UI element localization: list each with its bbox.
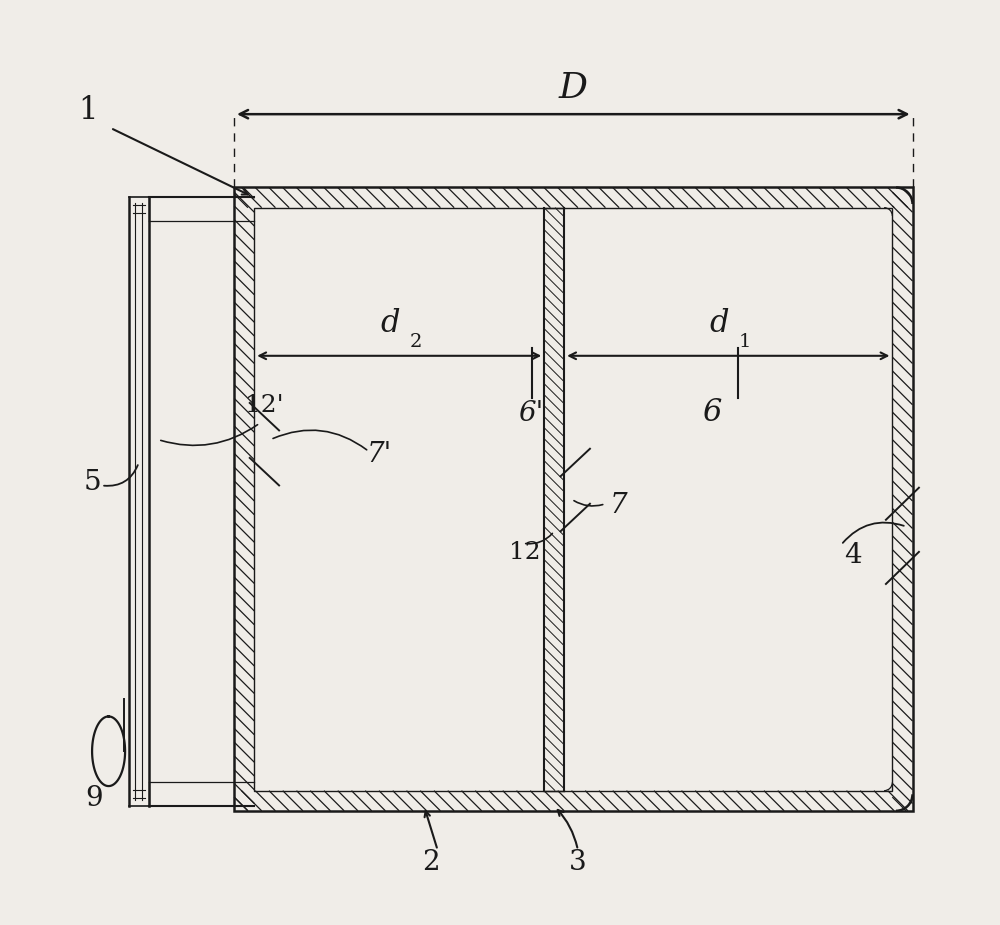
FancyArrowPatch shape bbox=[161, 425, 258, 446]
Text: 7': 7' bbox=[367, 441, 392, 468]
Text: 7: 7 bbox=[610, 492, 628, 519]
Text: 12': 12' bbox=[245, 394, 284, 417]
Text: 2: 2 bbox=[422, 849, 440, 876]
FancyArrowPatch shape bbox=[273, 430, 367, 450]
Text: 1: 1 bbox=[739, 333, 751, 352]
Text: 1: 1 bbox=[78, 94, 98, 126]
Text: 12: 12 bbox=[509, 541, 541, 563]
FancyArrowPatch shape bbox=[843, 523, 904, 543]
FancyArrowPatch shape bbox=[104, 465, 138, 486]
FancyArrowPatch shape bbox=[574, 500, 603, 506]
Text: 5: 5 bbox=[84, 469, 101, 496]
Text: d: d bbox=[709, 308, 729, 339]
Text: 6: 6 bbox=[702, 397, 721, 428]
Text: 4: 4 bbox=[844, 542, 861, 569]
Text: 9: 9 bbox=[86, 785, 103, 812]
Text: 2: 2 bbox=[410, 333, 422, 352]
Text: D: D bbox=[559, 71, 588, 105]
Text: 3: 3 bbox=[569, 849, 586, 876]
FancyArrowPatch shape bbox=[526, 534, 552, 544]
Text: d: d bbox=[380, 308, 400, 339]
Text: 6': 6' bbox=[518, 401, 544, 427]
